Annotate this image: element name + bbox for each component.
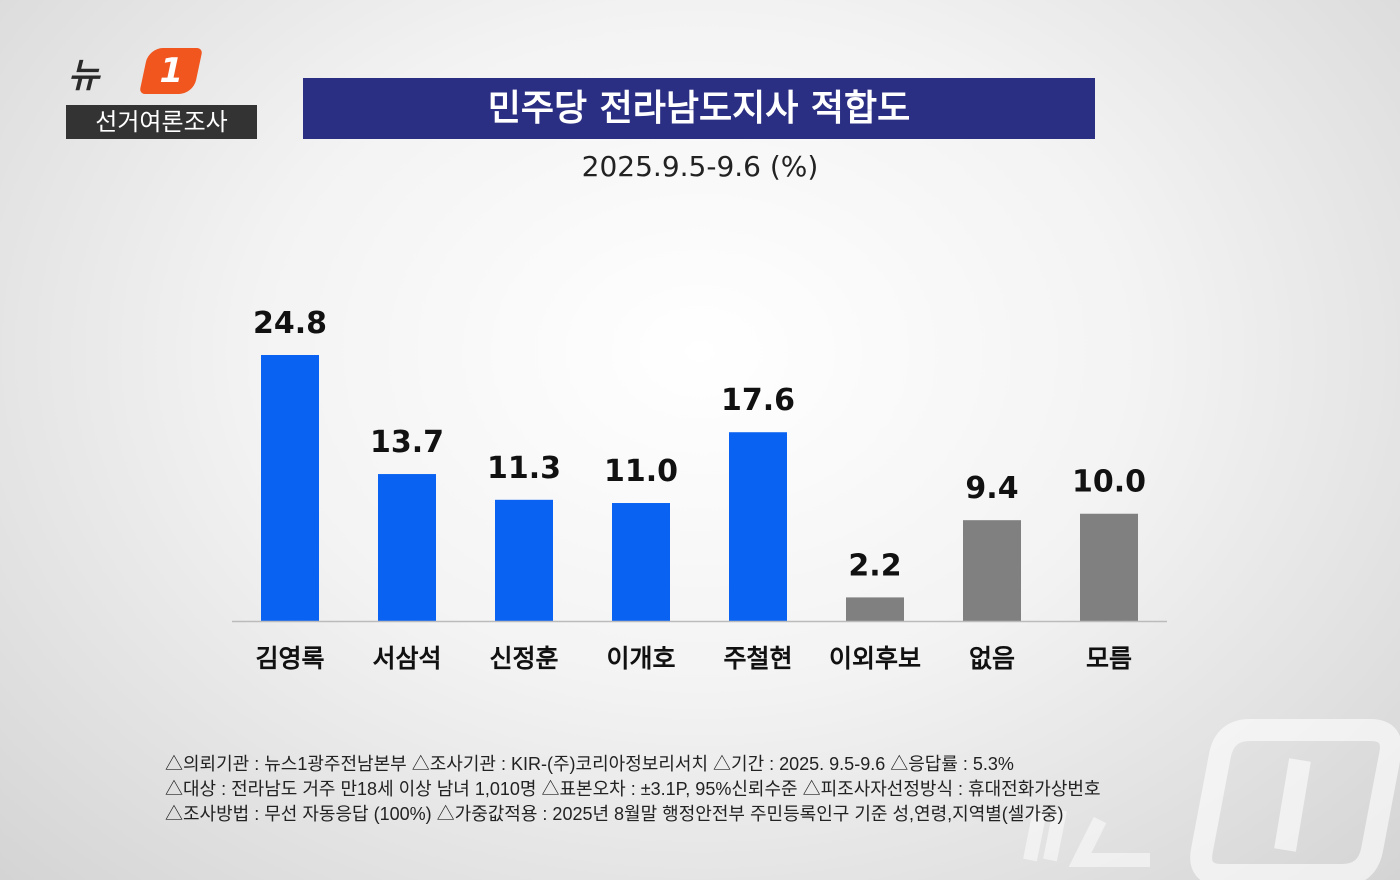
- data-label: 2.2: [848, 548, 901, 583]
- data-label: 11.3: [487, 451, 561, 486]
- survey-footnote: △의뢰기관 : 뉴스1광주전남본부 △조사기관 : KIR-(주)코리아정보리서…: [165, 752, 1101, 827]
- data-label: 10.0: [1072, 465, 1146, 500]
- data-label: 17.6: [721, 383, 795, 418]
- watermark-logo: [1000, 710, 1400, 880]
- chart-title: 민주당 전라남도지사 적합도: [303, 78, 1095, 139]
- category-label: 김영록: [255, 644, 324, 673]
- footnote-line: △대상 : 전라남도 거주 만18세 이상 남녀 1,010명 △표본오차 : …: [165, 779, 1101, 799]
- category-label: 이외후보: [829, 644, 921, 673]
- category-label: 서삼석: [372, 644, 441, 673]
- data-label: 24.8: [253, 306, 327, 341]
- category-label: 신정훈: [489, 644, 558, 673]
- category-label: 이개호: [606, 644, 675, 673]
- data-label: 9.4: [965, 471, 1018, 506]
- footnote-line: △의뢰기관 : 뉴스1광주전남본부 △조사기관 : KIR-(주)코리아정보리서…: [165, 754, 1014, 774]
- bar: [963, 520, 1021, 621]
- logo-tag: 선거여론조사: [66, 105, 257, 139]
- category-label: 없음: [969, 644, 1015, 673]
- bar-chart: 24.8 김영록 13.7 서삼석 11.3 신정훈 11.0 이개호 17.6 주철현 2.2 이외…: [232, 306, 1167, 673]
- watermark-logo-graphic: [1023, 719, 1400, 880]
- bar: [612, 503, 670, 621]
- category-label: 주철현: [723, 644, 792, 673]
- bar: [846, 597, 904, 621]
- bar: [729, 432, 787, 621]
- bar: [378, 474, 436, 621]
- bar: [1080, 513, 1138, 621]
- data-label: 13.7: [370, 425, 444, 460]
- footnote-line: △조사방법 : 무선 자동응답 (100%) △가중값적용 : 2025년 8월…: [165, 804, 1064, 824]
- bar: [495, 499, 553, 621]
- bar: [261, 355, 319, 621]
- data-label: 11.0: [604, 454, 678, 489]
- chart-subtitle: 2025.9.5-9.6 (%): [581, 150, 819, 183]
- category-label: 모름: [1086, 644, 1132, 673]
